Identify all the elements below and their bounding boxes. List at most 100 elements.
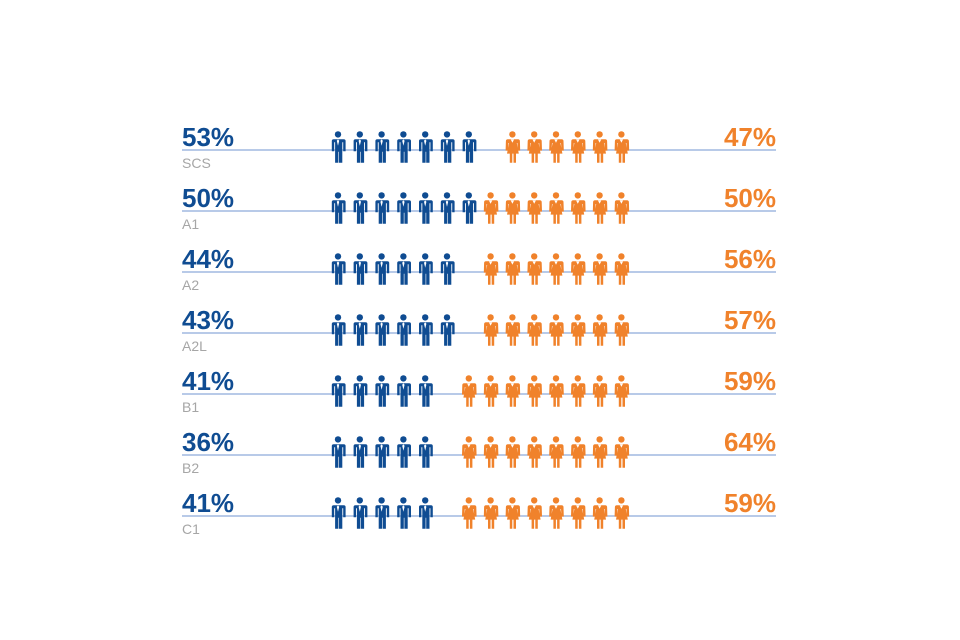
man-icon	[440, 253, 455, 285]
woman-icon	[571, 253, 586, 285]
woman-icon	[527, 131, 542, 163]
woman-icon	[571, 436, 586, 468]
woman-icon	[462, 497, 477, 529]
woman-icon-partial	[440, 436, 455, 468]
row-c1: 41% C1 59%	[182, 488, 776, 537]
grade-label: B1	[182, 399, 199, 415]
woman-icon-partial	[489, 131, 499, 163]
woman-icon	[505, 253, 521, 285]
men-percent-label: 53%	[182, 122, 234, 152]
man-icon	[375, 253, 390, 285]
man-icon	[353, 131, 368, 163]
women-percent-label: 64%	[724, 427, 776, 457]
woman-icon	[483, 497, 499, 529]
man-icon-partial	[462, 253, 464, 285]
women-percent-label: 57%	[724, 305, 776, 335]
woman-icon	[505, 192, 521, 224]
man-icon	[419, 375, 433, 407]
woman-icon	[527, 314, 542, 346]
woman-icon	[483, 192, 499, 224]
man-icon	[331, 497, 346, 529]
woman-icon	[614, 131, 630, 163]
row-a1: 50% A1 50%	[182, 183, 776, 232]
women-percent-label: 59%	[724, 366, 776, 396]
man-icon	[353, 375, 368, 407]
woman-icon	[505, 375, 521, 407]
man-icon	[375, 375, 390, 407]
man-icon	[419, 192, 433, 224]
woman-icon	[549, 497, 564, 529]
man-icon	[331, 192, 346, 224]
woman-icon	[571, 497, 586, 529]
woman-icon	[571, 192, 586, 224]
woman-icon	[592, 436, 608, 468]
woman-icon	[462, 375, 477, 407]
man-icon	[440, 192, 455, 224]
woman-icon	[549, 253, 564, 285]
woman-icon	[614, 497, 630, 529]
men-percent-label: 36%	[182, 427, 234, 457]
woman-icon	[462, 436, 477, 468]
grade-label: B2	[182, 460, 199, 476]
man-icon	[331, 253, 346, 285]
men-percent-label: 41%	[182, 488, 234, 518]
man-icon-partial	[484, 131, 490, 163]
man-icon	[397, 497, 411, 529]
man-icon	[397, 131, 411, 163]
man-icon	[375, 497, 390, 529]
woman-icon-partial	[463, 253, 477, 285]
women-percent-label: 47%	[724, 122, 776, 152]
woman-icon	[527, 253, 542, 285]
row-b2: 36% B2 64%	[182, 427, 776, 476]
man-icon	[331, 375, 346, 407]
woman-icon	[614, 314, 630, 346]
man-icon	[440, 314, 455, 346]
man-icon	[375, 192, 390, 224]
woman-icon	[592, 375, 608, 407]
man-icon	[331, 314, 346, 346]
woman-icon	[483, 253, 499, 285]
man-icon	[419, 497, 433, 529]
woman-icon	[483, 375, 499, 407]
woman-icon	[592, 131, 608, 163]
man-icon	[462, 192, 477, 224]
man-icon	[397, 253, 411, 285]
men-percent-label: 50%	[182, 183, 234, 213]
row-a2: 44% A2 56%	[182, 244, 776, 293]
man-icon	[419, 436, 433, 468]
man-icon-partial	[440, 375, 451, 407]
man-icon	[331, 436, 346, 468]
grade-label: C1	[182, 521, 200, 537]
man-icon	[397, 436, 411, 468]
man-icon	[375, 131, 390, 163]
woman-icon	[571, 314, 586, 346]
woman-icon	[549, 314, 564, 346]
woman-icon	[571, 375, 586, 407]
grade-label: A2	[182, 277, 199, 293]
grade-label: A2L	[182, 338, 207, 354]
man-icon	[462, 131, 477, 163]
women-percent-label: 59%	[724, 488, 776, 518]
woman-icon	[527, 436, 542, 468]
woman-icon	[505, 131, 521, 163]
woman-icon	[505, 497, 521, 529]
men-percent-label: 43%	[182, 305, 234, 335]
woman-icon	[614, 253, 630, 285]
woman-icon-partial	[450, 375, 455, 407]
woman-icon	[614, 375, 630, 407]
grade-label: SCS	[182, 155, 211, 171]
woman-icon	[571, 131, 586, 163]
man-icon	[353, 253, 368, 285]
rows-layer: 53% SCS 47% 50% A1 50% 44% A2 56% 43% A2L 57% 41% B1 5…	[182, 122, 776, 537]
woman-icon	[614, 192, 630, 224]
man-icon	[419, 253, 433, 285]
woman-icon	[592, 192, 608, 224]
woman-icon	[505, 436, 521, 468]
woman-icon	[527, 192, 542, 224]
men-percent-label: 41%	[182, 366, 234, 396]
man-icon	[353, 436, 368, 468]
woman-icon	[592, 497, 608, 529]
man-icon	[397, 192, 411, 224]
man-icon-partial	[440, 497, 451, 529]
